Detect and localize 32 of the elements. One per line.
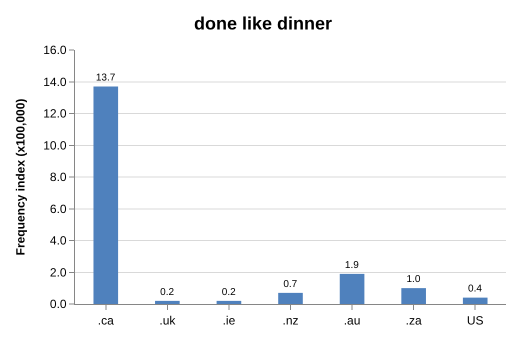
x-tick-label: .uk — [159, 313, 176, 328]
data-label: 13.7 — [96, 72, 116, 84]
y-tick-label: 14.0 — [43, 74, 67, 89]
bar — [340, 274, 364, 304]
y-tick-label: 2.0 — [50, 265, 67, 280]
x-tick-label: .za — [406, 313, 422, 328]
y-tick-label: 4.0 — [50, 234, 67, 248]
data-label: 1.9 — [344, 260, 360, 271]
data-label: 0.7 — [283, 278, 298, 290]
bar — [278, 292, 303, 304]
x-tick-label: .ca — [98, 313, 114, 328]
y-tick-label: 10.0 — [43, 138, 67, 152]
x-tick-label: .ie — [222, 313, 236, 328]
data-label: 1.0 — [406, 274, 421, 286]
y-tick-label: 16.0 — [43, 43, 67, 58]
y-axis-title: Frequency index (x100,000) — [14, 98, 28, 256]
chart-title: done like dinner — [194, 14, 332, 34]
data-label: 0.4 — [468, 284, 482, 295]
y-tick-label: 12.0 — [43, 106, 67, 121]
bar — [93, 86, 118, 304]
y-tick-label: 0.0 — [50, 297, 67, 312]
x-tick-label: .nz — [282, 313, 299, 328]
x-tick-label: US — [466, 313, 484, 328]
bar — [401, 288, 426, 304]
y-tick-label: 6.0 — [50, 202, 67, 216]
y-tick-label: 8.0 — [50, 170, 67, 184]
bar — [155, 300, 180, 304]
x-tick-label: .au — [344, 313, 360, 328]
bar — [462, 298, 488, 304]
data-label: 0.2 — [222, 286, 236, 298]
data-label: 0.2 — [160, 286, 175, 298]
bar — [216, 300, 242, 304]
